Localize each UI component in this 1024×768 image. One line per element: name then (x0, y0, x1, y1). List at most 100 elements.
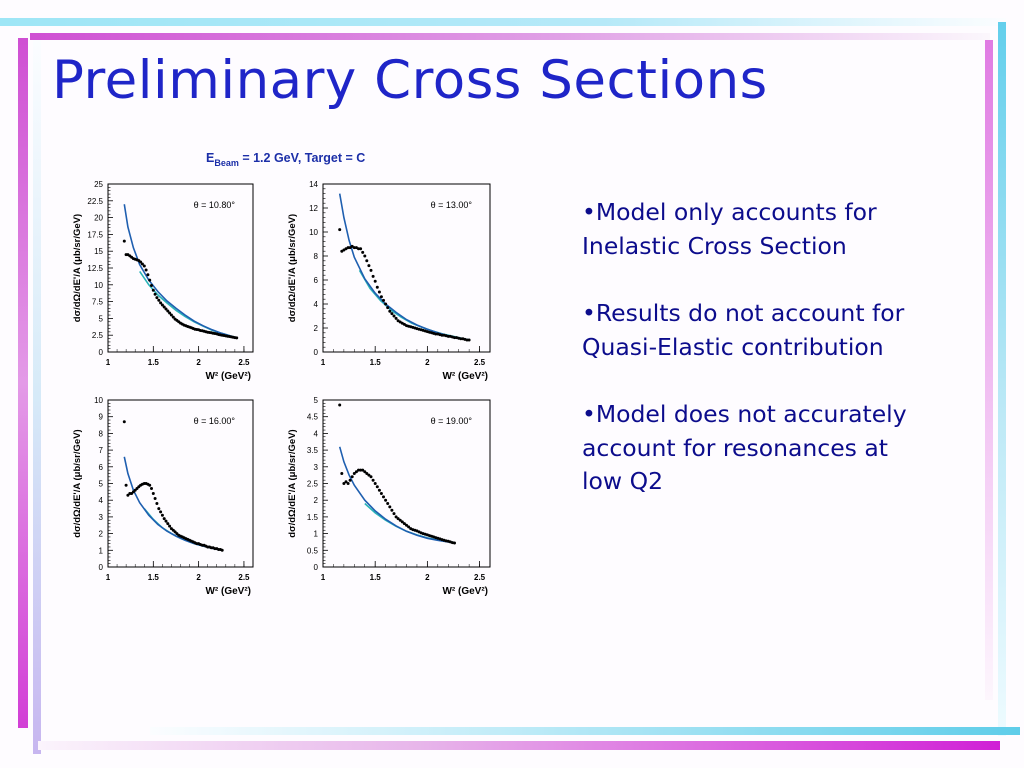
model-curve (123, 204, 237, 339)
data-point (155, 296, 159, 300)
x-tick-label: 2.5 (474, 573, 486, 582)
data-point (390, 312, 394, 316)
data-point (384, 498, 388, 502)
data-point (365, 472, 369, 475)
y-tick-label: 1.5 (307, 513, 319, 522)
data-point (160, 303, 164, 307)
panel-angle-label: θ = 10.80° (194, 200, 236, 210)
right-magenta-accent-bar (985, 40, 993, 700)
cross-section-chart-svg: EBeam = 1.2 GeV, Target = C 02.557.51012… (72, 151, 491, 597)
data-point (402, 522, 406, 526)
top-cyan-accent-bar (0, 18, 1006, 26)
data-point (379, 492, 383, 495)
data-point (386, 502, 390, 505)
y-tick-label: 0 (99, 563, 104, 572)
y-tick-label: 5 (314, 396, 319, 405)
y-tick-label: 7 (99, 446, 104, 455)
data-point (407, 525, 411, 529)
data-point (453, 336, 456, 340)
cross-section-figure: EBeam = 1.2 GeV, Target = C 0 2.5 5 7.5 10 12… (60, 140, 510, 610)
data-point (338, 228, 342, 232)
data-point (365, 259, 369, 263)
y-axis-label: dσ/dΩ/dE'/A (μb/sr/GeV) (287, 429, 298, 537)
data-point (155, 502, 159, 505)
data-point (342, 482, 346, 485)
data-point (367, 264, 371, 268)
data-point (440, 333, 444, 337)
data-point (166, 309, 170, 313)
data-point (465, 338, 469, 342)
y-tick-label: 1 (99, 546, 104, 555)
x-tick-label: 1.5 (370, 358, 382, 367)
right-cyan-accent-bar (998, 22, 1006, 736)
data-point (396, 517, 400, 521)
model-curve-alt (143, 508, 223, 551)
y-tick-label: 25 (94, 180, 103, 189)
data-point (122, 239, 126, 243)
data-point (159, 301, 163, 305)
bottom-magenta-accent-bar (38, 741, 1000, 750)
bullet-item: •Model does not accurately account for r… (582, 400, 907, 495)
data-point (344, 480, 348, 484)
x-tick-label: 2 (425, 573, 430, 582)
x-tick-label: 2 (425, 358, 430, 367)
data-point (340, 472, 344, 475)
data-point (394, 515, 398, 519)
panel-angle-label: θ = 16.00° (194, 416, 236, 426)
y-tick-label: 9 (99, 413, 104, 422)
data-point (392, 314, 396, 318)
y-tick-label: 8 (314, 252, 319, 261)
data-point (352, 472, 356, 475)
bullet-item: •Results do not account for Quasi-Elasti… (582, 299, 905, 361)
y-axis-label: dσ/dΩ/dE'/A (μb/sr/GeV) (72, 214, 83, 322)
y-tick-label: 4.5 (307, 413, 319, 422)
x-tick-label: 2 (196, 358, 201, 367)
data-point (166, 522, 170, 526)
data-point (162, 305, 166, 309)
data-point (369, 475, 373, 479)
data-point (400, 520, 404, 524)
figure-title-main: E (206, 151, 214, 165)
data-point (142, 264, 146, 268)
data-point (171, 315, 175, 319)
left-cyan-accent-bar (33, 40, 41, 754)
data-point (140, 262, 144, 266)
bottom-cyan-accent-bar (150, 727, 1020, 735)
data-point (350, 475, 354, 479)
data-point (398, 518, 402, 522)
data-point (150, 284, 153, 287)
data-point (157, 507, 161, 511)
y-tick-label: 1 (314, 530, 319, 539)
data-point (369, 268, 373, 272)
data-point (352, 246, 356, 250)
x-axis-label: W² (GeV²) (205, 586, 251, 597)
data-point (361, 250, 365, 254)
y-tick-label: 3 (314, 463, 319, 472)
y-tick-label: 6 (314, 276, 319, 285)
data-point (169, 313, 173, 317)
y-tick-label: 2 (314, 324, 319, 333)
y-tick-label: 3.5 (307, 446, 319, 455)
y-tick-label: 2.5 (307, 480, 319, 489)
data-point (348, 478, 352, 482)
chart-panel: 0 2 4 6 8 10 12 14 1 1.5 2 2.5 W² (GeV²) dσ/dΩ/dE'/A … (287, 180, 491, 382)
y-tick-label: 4 (314, 300, 319, 309)
data-point (235, 336, 239, 340)
y-tick-label: 12 (309, 204, 318, 213)
y-axis-label: dσ/dΩ/dE'/A (μb/sr/GeV) (287, 214, 298, 322)
data-point (146, 273, 150, 277)
data-point (467, 338, 471, 342)
chart-panel: 0 0.5 1 1.5 2 2.5 3 3.5 4 4.5 5 1 1.5 2 2.5 W² (GeV²) dσ… (287, 396, 491, 597)
data-point (377, 290, 381, 294)
data-point (453, 541, 456, 545)
data-point (151, 288, 155, 292)
y-tick-label: 4 (99, 496, 104, 505)
data-point (153, 497, 157, 500)
y-tick-label: 0.5 (307, 546, 319, 555)
data-point (159, 510, 163, 514)
y-tick-label: 20 (94, 214, 103, 223)
data-point (388, 505, 392, 509)
x-tick-label: 1.5 (148, 573, 160, 582)
data-point (359, 247, 363, 251)
top-magenta-accent-bar (30, 33, 990, 40)
